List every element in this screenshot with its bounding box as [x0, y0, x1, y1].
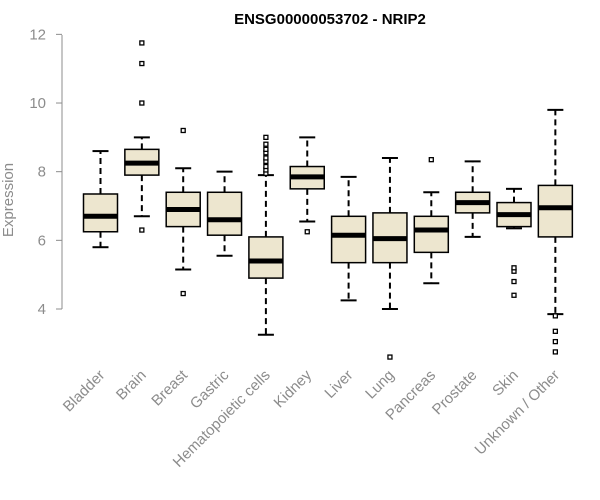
- iqr-box: [248, 236, 284, 279]
- y-tick-label: 12: [29, 26, 46, 43]
- outlier-point: [511, 278, 517, 285]
- iqr-box: [330, 215, 367, 264]
- y-axis-label: Expression: [0, 163, 17, 237]
- box-hematopoietic-cells: [248, 134, 284, 336]
- outlier-point: [180, 127, 186, 134]
- x-tick-label: Bladder: [60, 367, 109, 416]
- outlier-point: [552, 328, 558, 334]
- box-prostate: [454, 160, 491, 238]
- x-tick-label: Kidney: [271, 366, 316, 411]
- outlier-point: [139, 227, 145, 233]
- outlier-point: [139, 40, 145, 46]
- outlier-point: [511, 265, 517, 271]
- box-bladder: [82, 150, 119, 249]
- x-tick-label: Skin: [489, 367, 522, 400]
- iqr-box: [206, 191, 243, 236]
- box-unknown-other: [537, 108, 574, 355]
- outlier-point: [263, 134, 269, 141]
- x-tick-label: Breast: [148, 366, 191, 409]
- iqr-box: [413, 215, 450, 254]
- box-lung: [372, 156, 408, 360]
- outlier-point: [428, 157, 434, 163]
- y-tick-label: 10: [29, 95, 46, 112]
- box-gastric: [206, 170, 243, 257]
- x-tick-label: Brain: [113, 367, 150, 404]
- y-tick-label: 6: [38, 232, 46, 249]
- outlier-point: [304, 229, 310, 235]
- iqr-box: [82, 193, 119, 233]
- y-axis-ticks: 4 6 8 10 12: [29, 26, 62, 318]
- box-pancreas: [413, 157, 450, 285]
- box-breast: [165, 127, 201, 297]
- outlier-point: [552, 349, 558, 355]
- outlier-point: [180, 290, 186, 297]
- x-tick-label: Prostate: [429, 367, 481, 419]
- outlier-point: [552, 313, 558, 319]
- outlier-point: [387, 354, 393, 360]
- outlier-point: [263, 141, 269, 147]
- outlier-point: [139, 100, 145, 106]
- box-skin: [496, 187, 532, 298]
- outlier-point: [139, 60, 145, 67]
- box-brain: [124, 40, 160, 233]
- outlier-point: [263, 155, 269, 161]
- chart-title: ENSG00000053702 - NRIP2: [234, 11, 426, 28]
- x-tick-label: Lung: [362, 367, 398, 403]
- box-liver: [330, 175, 367, 302]
- outlier-point: [552, 338, 558, 345]
- iqr-box: [537, 184, 574, 238]
- box-kidney: [289, 136, 325, 235]
- boxes-group: [82, 40, 574, 360]
- y-tick-label: 4: [38, 301, 46, 318]
- x-tick-label: Liver: [321, 367, 356, 402]
- outlier-point: [263, 146, 269, 153]
- y-tick-label: 8: [38, 164, 46, 181]
- outlier-point: [263, 163, 269, 170]
- outlier-point: [511, 292, 517, 298]
